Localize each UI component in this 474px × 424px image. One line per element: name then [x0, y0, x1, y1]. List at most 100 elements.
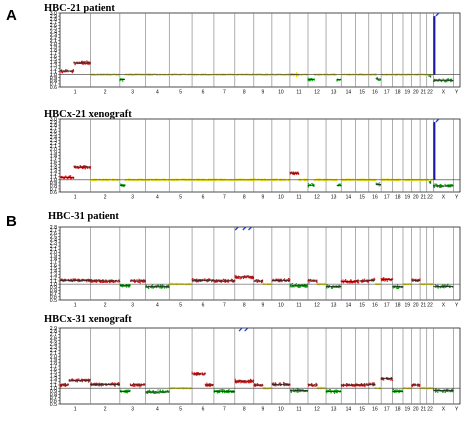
probe-point	[244, 179, 246, 182]
probe-point	[113, 73, 115, 75]
chromosome-label: 13	[331, 195, 337, 201]
chromosome-label: 12	[314, 303, 320, 309]
probe-point	[338, 285, 340, 287]
probe-point	[400, 286, 402, 289]
probe-point	[350, 280, 352, 282]
probe-point	[304, 285, 307, 288]
probe-point	[82, 62, 84, 65]
chromosome-label: 7	[223, 90, 226, 96]
probe-point	[63, 177, 66, 180]
probe-point	[272, 73, 274, 75]
y-tick-label: 0.8	[50, 288, 57, 294]
chromosome-label: 20	[413, 303, 419, 309]
probe-point	[101, 74, 103, 77]
probe-point	[122, 284, 124, 286]
probe-point	[283, 74, 285, 76]
probe-point	[380, 280, 383, 282]
chromosome-label: 22	[427, 303, 433, 309]
chromosome-label: 4	[156, 195, 159, 201]
probe-point	[63, 280, 65, 282]
probe-point	[385, 279, 387, 281]
y-tick-label: 1.1	[50, 175, 57, 181]
probe-point	[190, 73, 192, 75]
probe-point	[261, 281, 264, 283]
probe-point	[324, 74, 326, 76]
probe-point	[450, 184, 452, 186]
probe-point	[451, 80, 453, 82]
probe-point	[202, 178, 205, 180]
probe-point	[424, 179, 426, 182]
probe-point	[151, 287, 153, 289]
probe-point	[316, 73, 318, 75]
probe-point	[392, 74, 394, 76]
probe-point	[437, 284, 439, 286]
probe-point	[393, 286, 395, 289]
probe-point	[326, 178, 329, 181]
probe-point	[89, 61, 91, 64]
probe-point	[446, 78, 448, 80]
probe-point	[94, 384, 97, 387]
probe-point	[69, 175, 72, 177]
probe-point	[81, 280, 83, 282]
probe-point	[396, 284, 399, 286]
probe-point	[435, 285, 437, 287]
y-tick-label: 2.0	[50, 42, 57, 48]
probe-point	[142, 281, 144, 283]
probe-point	[439, 186, 442, 188]
probe-point	[113, 281, 115, 284]
chromosome-label: 12	[314, 90, 320, 96]
chromosome-label: 3	[131, 407, 134, 413]
probe-point	[357, 179, 359, 181]
probe-point	[337, 78, 339, 80]
y-tick-label: 1.4	[50, 60, 57, 66]
probe-point	[71, 280, 73, 282]
probe-point	[277, 74, 279, 76]
probe-point	[436, 286, 438, 288]
probe-point	[285, 179, 287, 181]
cnv-plot-hbcx21-xenograft: 3.02.92.82.72.62.52.42.32.22.12.01.91.81…	[50, 117, 461, 201]
probe-point	[402, 178, 405, 180]
probe-point	[367, 281, 369, 283]
probe-point	[240, 179, 243, 181]
chromosome-label: 9	[261, 195, 264, 201]
probe-point	[61, 71, 63, 73]
probe-point	[89, 279, 91, 281]
probe-point	[93, 73, 95, 75]
probe-point	[60, 176, 63, 178]
chromosome-label: 15	[359, 195, 365, 201]
y-tick-label: 1.2	[50, 66, 57, 72]
probe-point	[409, 74, 411, 76]
probe-point	[236, 277, 238, 279]
probe-point	[232, 281, 234, 283]
probe-point	[232, 279, 235, 282]
probe-point	[388, 179, 390, 181]
probe-point	[356, 279, 359, 281]
probe-point	[339, 183, 341, 185]
chromosome-label: 19	[404, 195, 410, 201]
probe-point	[438, 78, 440, 80]
probe-point	[448, 186, 450, 188]
probe-point	[61, 383, 63, 385]
probe-point	[292, 173, 294, 175]
probe-point	[333, 74, 336, 77]
probe-point	[169, 73, 171, 75]
chromosome-label: 17	[384, 407, 390, 413]
probe-point	[347, 178, 349, 180]
probe-point	[266, 74, 269, 76]
probe-point	[289, 286, 291, 288]
y-tick-label: 1.9	[50, 253, 57, 259]
chromosome-label: 6	[202, 303, 205, 309]
probe-point	[402, 284, 404, 286]
probe-point	[371, 73, 373, 75]
probe-point	[150, 74, 152, 76]
probe-point	[178, 74, 180, 76]
probe-point	[279, 280, 281, 282]
y-tick-label: 2.1	[50, 247, 57, 253]
probe-point	[62, 280, 64, 283]
probe-point	[99, 281, 101, 283]
probe-point	[287, 178, 289, 181]
probe-point	[274, 178, 277, 180]
probe-point	[86, 167, 89, 169]
probe-point	[132, 74, 134, 76]
probe-point	[318, 74, 320, 77]
